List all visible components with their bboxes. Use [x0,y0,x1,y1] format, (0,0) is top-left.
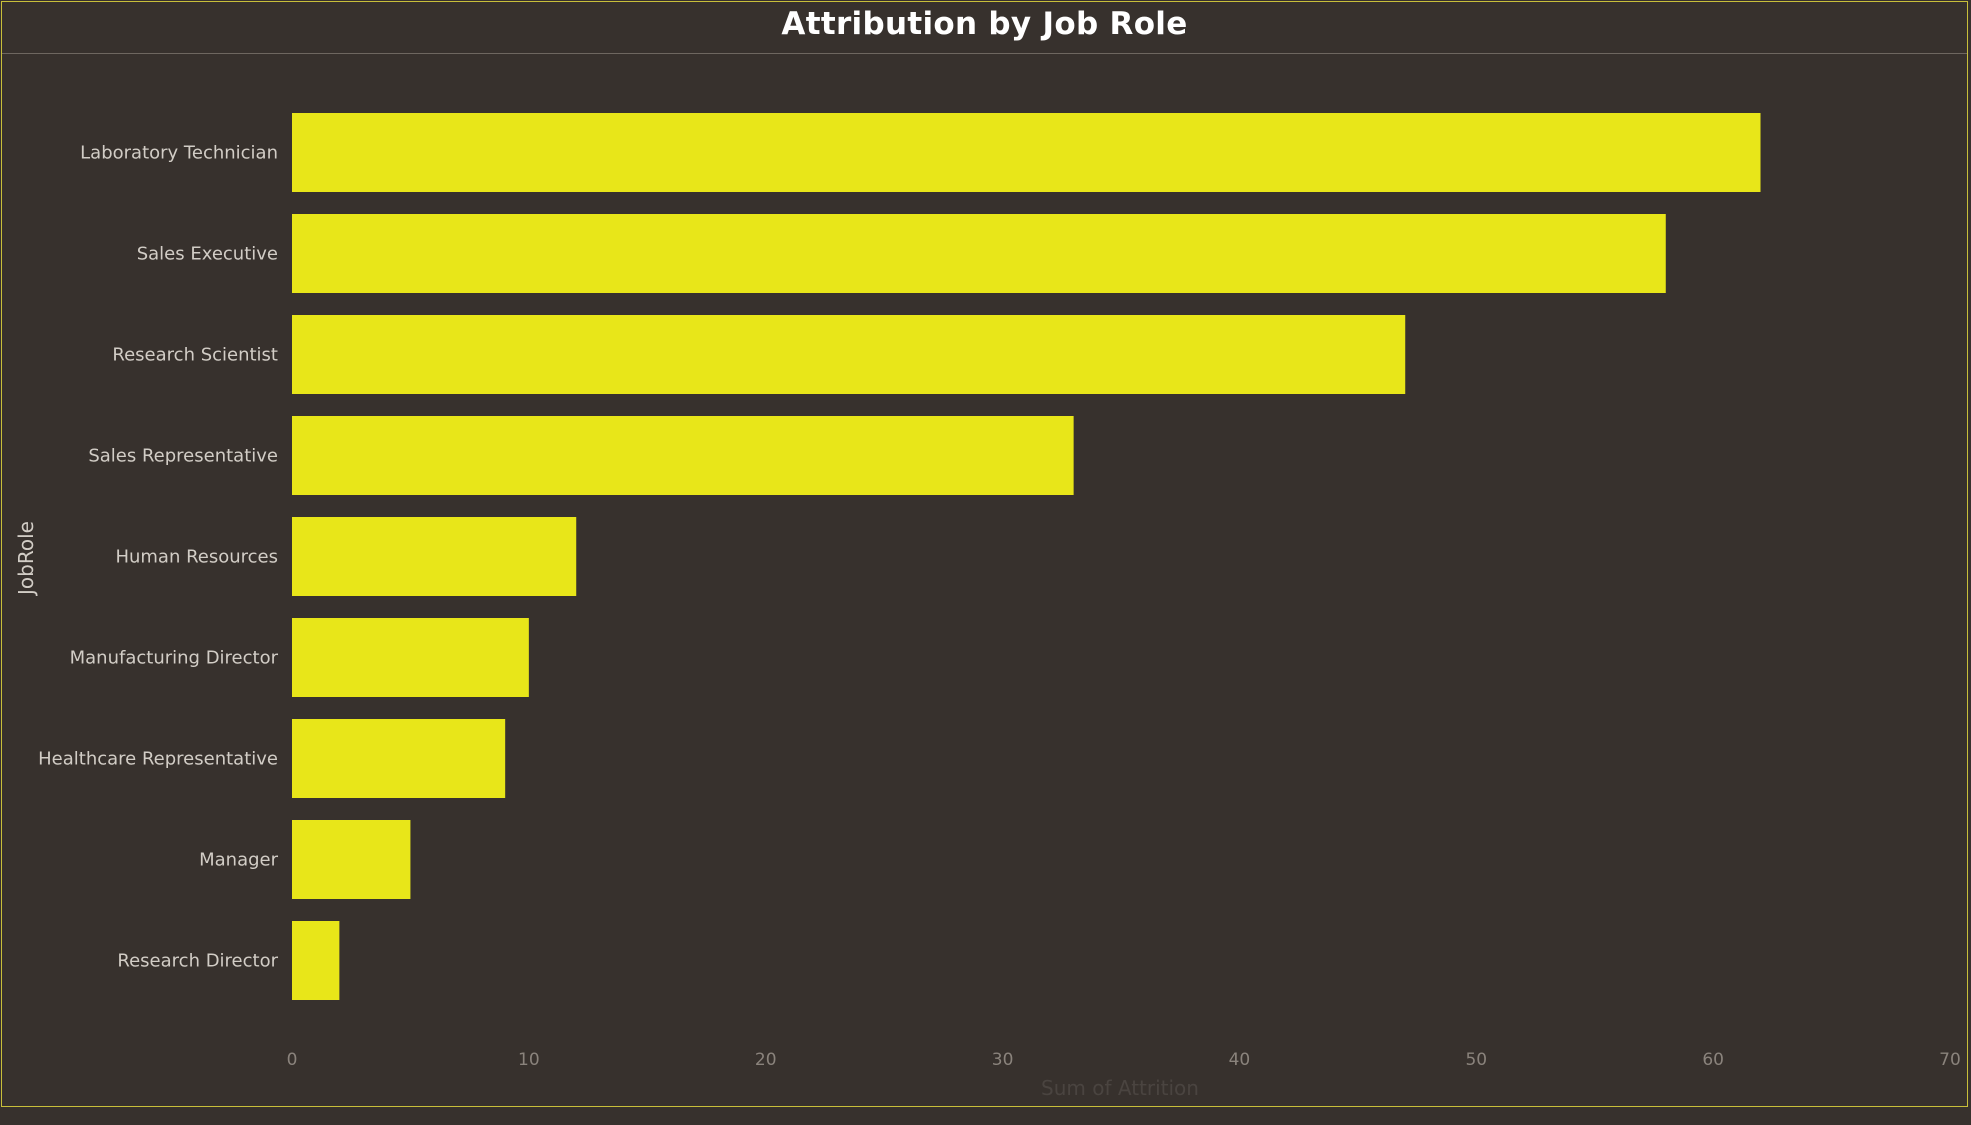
bar-laboratory-technician[interactable] [292,113,1761,192]
category-label: Sales Representative [88,446,278,467]
bar-manager[interactable] [292,820,411,899]
x-tick-label: 40 [1229,1050,1251,1070]
bar-healthcare-representative[interactable] [292,719,506,798]
y-axis-title: JobRole [14,521,38,597]
category-labels: Laboratory Technician Sales Executive Rese… [38,143,278,972]
title-divider [2,53,1967,54]
x-tick-label: 50 [1465,1050,1487,1070]
bar-research-director[interactable] [292,921,340,1000]
category-label: Healthcare Representative [38,749,278,770]
category-label: Research Director [117,951,278,972]
x-tick-label: 10 [518,1050,540,1070]
category-label: Manufacturing Director [70,648,279,669]
bar-manufacturing-director[interactable] [292,618,529,697]
bars-group [292,113,1761,1000]
bar-sales-executive[interactable] [292,214,1666,293]
x-tick-label: 20 [755,1050,777,1070]
x-axis-title: Sum of Attrition [1041,1076,1199,1100]
x-tick-label: 70 [1939,1050,1961,1070]
x-tick-label: 60 [1702,1050,1724,1070]
bar-sales-representative[interactable] [292,416,1074,495]
bar-human-resources[interactable] [292,517,577,596]
category-label: Sales Executive [137,244,278,265]
x-tick-labels: 0 10 20 30 40 50 60 70 [287,1050,1961,1070]
category-label: Human Resources [115,547,278,568]
category-label: Manager [199,850,278,871]
chart-title: Attribution by Job Role [781,6,1188,42]
bar-research-scientist[interactable] [292,315,1406,394]
x-tick-label: 30 [992,1050,1014,1070]
category-label: Research Scientist [112,345,278,366]
category-label: Laboratory Technician [80,143,278,164]
x-tick-label: 0 [287,1050,298,1070]
